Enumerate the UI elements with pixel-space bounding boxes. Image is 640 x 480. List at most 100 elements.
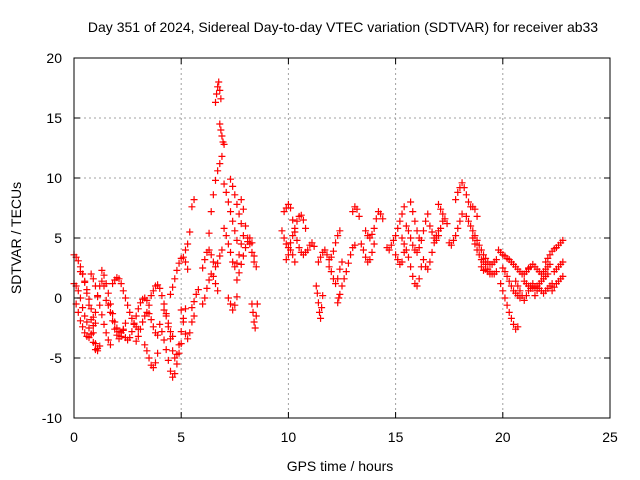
data-point (104, 301, 112, 309)
data-point (207, 208, 215, 216)
data-point (229, 306, 237, 314)
data-point (147, 316, 155, 324)
data-point (471, 205, 479, 213)
x-tick-labels: 0 5 10 15 20 25 (70, 429, 618, 445)
data-point (85, 334, 93, 342)
data-point (132, 337, 140, 345)
data-point (149, 364, 157, 372)
data-point (117, 280, 125, 288)
data-point (98, 311, 106, 319)
data-point (158, 328, 166, 336)
data-point (186, 329, 194, 337)
data-point (119, 326, 127, 334)
data-point (169, 283, 177, 291)
data-point (332, 280, 340, 288)
data-point (227, 208, 235, 216)
data-point (218, 132, 226, 140)
data-point (409, 208, 417, 216)
data-point (501, 268, 509, 276)
data-point (190, 312, 198, 320)
data-point (237, 220, 245, 228)
data-point (510, 320, 518, 328)
data-point (336, 290, 344, 298)
data-point (415, 275, 423, 283)
data-point (396, 217, 404, 225)
data-point (287, 246, 295, 254)
data-point (109, 317, 117, 325)
data-point (119, 287, 127, 295)
data-point (136, 299, 144, 307)
data-point (184, 265, 192, 273)
data-point (434, 232, 442, 240)
data-point (314, 258, 322, 266)
data-point (134, 305, 142, 313)
data-point (385, 246, 393, 254)
data-point (548, 287, 556, 295)
data-point (250, 318, 258, 326)
data-point (79, 304, 87, 312)
data-point (141, 341, 149, 349)
data-point (83, 286, 91, 294)
data-point (229, 258, 237, 266)
data-point (216, 252, 224, 260)
data-point (329, 247, 337, 255)
data-point (126, 334, 134, 342)
data-point (154, 331, 162, 339)
data-point (181, 246, 189, 254)
data-point (291, 258, 299, 266)
data-point (233, 236, 241, 244)
data-point (473, 212, 481, 220)
data-point (192, 290, 200, 298)
data-point (460, 184, 468, 192)
y-tick-label: 10 (46, 170, 62, 186)
y-tick-label: 0 (54, 290, 62, 306)
data-point (426, 222, 434, 230)
data-point (173, 350, 181, 358)
data-point (237, 260, 245, 268)
data-point (74, 257, 82, 265)
data-point (181, 330, 189, 338)
data-point (190, 298, 198, 306)
data-point (212, 263, 220, 271)
data-point (334, 232, 342, 240)
data-point (542, 258, 550, 266)
data-point (217, 95, 225, 103)
y-tick-labels: -10 -5 0 5 10 15 20 (42, 50, 62, 426)
data-point (214, 167, 222, 175)
data-point (304, 246, 312, 254)
data-point (315, 308, 323, 316)
data-point (501, 294, 509, 302)
data-point (321, 246, 329, 254)
data-point (231, 191, 239, 199)
data-point (175, 259, 183, 267)
data-point (407, 263, 415, 271)
data-point (166, 367, 174, 375)
data-point (128, 328, 136, 336)
data-point (351, 241, 359, 249)
data-point (166, 335, 174, 343)
data-point (235, 251, 243, 259)
data-point (447, 241, 455, 249)
data-point (426, 258, 434, 266)
data-point (215, 78, 223, 86)
data-point (492, 268, 500, 276)
data-point (171, 370, 179, 378)
data-point (469, 234, 477, 242)
data-point (209, 191, 217, 199)
data-point (87, 330, 95, 338)
data-point (499, 264, 507, 272)
axis-ticks (73, 57, 611, 419)
data-point (477, 263, 485, 271)
data-point (291, 224, 299, 232)
data-point (546, 260, 554, 268)
data-point (227, 175, 235, 183)
data-point (224, 198, 232, 206)
data-point (413, 227, 421, 235)
data-point (559, 272, 567, 280)
data-point (220, 224, 228, 232)
data-point (98, 266, 106, 274)
data-point (248, 248, 256, 256)
data-point (121, 294, 129, 302)
data-point (336, 227, 344, 235)
